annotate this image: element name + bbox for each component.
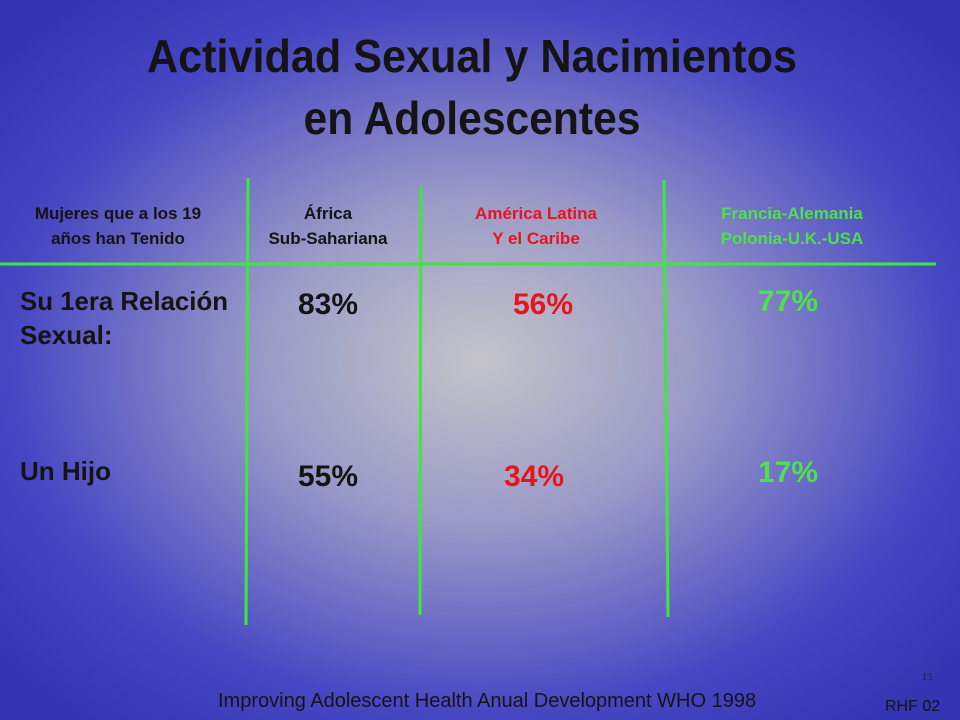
cell-value: 77% <box>758 285 818 318</box>
column-rule <box>244 177 250 626</box>
title-line: en Adolescentes <box>304 92 641 144</box>
row-label: Su 1era Relación <box>20 286 228 316</box>
cell-value: 17% <box>758 456 818 489</box>
header-cell: años han Tenido <box>51 229 185 248</box>
slide-number: 13 <box>922 672 932 683</box>
column-rule <box>418 185 423 616</box>
header-cell: Francia-Alemania <box>721 204 863 223</box>
header-cell: Y el Caribe <box>492 229 580 248</box>
row-label: Un Hijo <box>20 456 111 486</box>
cell-value: 56% <box>513 288 573 321</box>
cell-value: 83% <box>298 288 358 321</box>
header-cell: América Latina <box>475 204 597 223</box>
row-label: Sexual: <box>20 320 113 350</box>
column-rule <box>662 179 670 618</box>
cell-value: 55% <box>298 460 358 493</box>
grid <box>0 177 936 626</box>
code: RHF 02 <box>885 698 940 715</box>
header-cell: Mujeres que a los 19 <box>35 204 201 223</box>
header-cell: África <box>304 204 353 223</box>
title-line: Actividad Sexual y Nacimientos <box>147 30 797 82</box>
cell-value: 34% <box>504 460 564 493</box>
header-cell: Sub-Sahariana <box>268 229 388 248</box>
source: Improving Adolescent Health Anual Develo… <box>218 690 756 712</box>
header-cell: Polonia-U.K.-USA <box>721 229 864 248</box>
